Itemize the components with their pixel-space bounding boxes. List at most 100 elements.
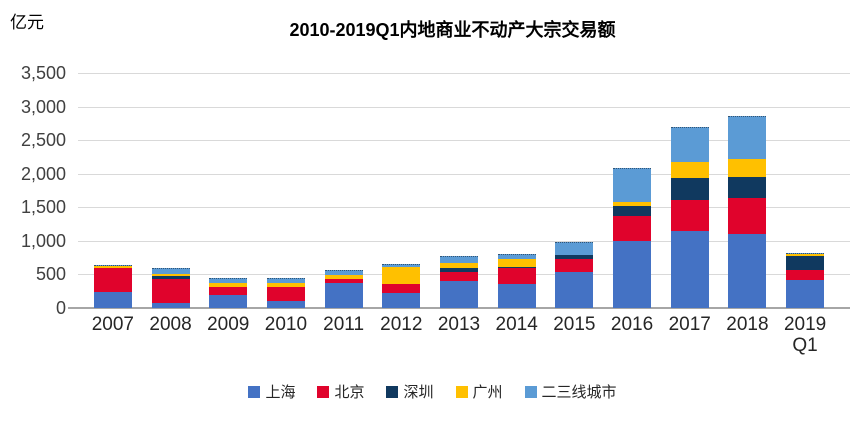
bar-segment-shenzhen xyxy=(151,276,190,279)
bar-segment-guangzhou xyxy=(151,274,190,277)
bar-group-2014 xyxy=(488,73,546,308)
bar-segment-tier-2-3-cities xyxy=(728,116,767,160)
x-axis-tick-labels: 2007 2008 2009 2010 2011 2012 2013 2014 2015 2016… xyxy=(84,314,834,357)
legend-swatch-shenzhen xyxy=(386,385,399,398)
bar-segment-shenzhen xyxy=(786,255,825,271)
bar-segment-tier-2-3-cities xyxy=(209,277,248,283)
legend-swatch-beijing xyxy=(317,385,330,398)
bar-segment-guangzhou xyxy=(728,159,767,177)
chart-title: 2010-2019Q1内地商业不动产大宗交易额 xyxy=(289,20,616,40)
legend-item-shanghai: 上海 xyxy=(248,381,295,402)
legend-item-guangzhou: 广州 xyxy=(455,381,503,402)
gridline xyxy=(78,173,850,175)
legend-item-tier-2-3-cities: 二三线城市 xyxy=(524,381,617,402)
bar-segment-beijing xyxy=(439,272,478,282)
bar-segment-shanghai xyxy=(209,295,248,308)
bar-segment-guangzhou xyxy=(497,259,536,267)
bar-group-2011 xyxy=(315,73,373,308)
y-axis-unit-label: 亿元 xyxy=(10,13,44,32)
bar-group-2009 xyxy=(199,73,257,308)
bar-group-2019Q1 xyxy=(776,73,834,308)
x-tick-label: 2019 Q1 xyxy=(783,314,827,357)
bar-segment-guangzhou xyxy=(613,201,652,206)
bar-segment-shanghai xyxy=(324,282,363,308)
legend-swatch-shanghai xyxy=(248,385,261,398)
bar-segment-guangzhou xyxy=(324,275,363,279)
bar-segment-tier-2-3-cities xyxy=(93,265,132,267)
gridline xyxy=(78,73,850,74)
bar-segment-beijing xyxy=(670,199,709,231)
legend-label-tier-2-3-cities: 二三线城市 xyxy=(541,384,617,401)
y-tick-label: 2,000 xyxy=(20,163,66,184)
bar-segment-guangzhou xyxy=(93,266,132,268)
bar-segment-shenzhen xyxy=(670,178,709,200)
bar-segment-beijing xyxy=(555,259,594,273)
bar-segment-beijing xyxy=(786,270,825,280)
legend-label-guangzhou: 广州 xyxy=(472,384,503,401)
x-tick-label: 2013 xyxy=(437,314,481,335)
bar-segment-shenzhen xyxy=(497,266,536,269)
bar-segment-shenzhen xyxy=(439,268,478,273)
x-tick-label: 2012 xyxy=(380,314,423,335)
bar-segment-guangzhou xyxy=(786,254,825,256)
bar-segment-shenzhen xyxy=(613,205,652,217)
bar-segment-guangzhou xyxy=(670,162,709,179)
bar-segment-beijing xyxy=(151,278,190,303)
x-tick-label: 2018 xyxy=(726,314,769,335)
bar-segment-tier-2-3-cities xyxy=(613,167,652,202)
bar-segment-shanghai xyxy=(786,279,825,308)
bar-segment-shanghai xyxy=(670,230,709,308)
bar-segment-guangzhou xyxy=(209,282,248,288)
x-tick-label: 2008 xyxy=(149,314,192,335)
x-axis-line xyxy=(68,307,850,309)
stacked-bar xyxy=(93,265,132,308)
bar-segment-beijing xyxy=(382,283,421,294)
bar-segment-shanghai xyxy=(151,302,190,308)
bar-segment-tier-2-3-cities xyxy=(497,254,536,260)
bar-segment-shenzhen xyxy=(555,254,594,260)
bar-group-2013 xyxy=(430,73,488,308)
stacked-bar xyxy=(324,270,363,308)
bar-segment-beijing xyxy=(93,267,132,293)
bar-segment-guangzhou xyxy=(266,282,305,288)
gridline xyxy=(78,240,850,242)
y-tick-label: 0 xyxy=(55,298,66,318)
y-tick-label: 3,500 xyxy=(20,63,66,83)
y-tick-label: 1,000 xyxy=(20,230,66,251)
legend-swatch-tier-2-3-cities xyxy=(524,385,537,398)
bar-segment-tier-2-3-cities xyxy=(439,256,478,264)
bar-segment-beijing xyxy=(266,287,305,301)
bar-segment-beijing xyxy=(728,197,767,235)
y-tick-label: 1,500 xyxy=(20,197,66,218)
bar-segment-shanghai xyxy=(728,234,767,308)
bar-segment-tier-2-3-cities xyxy=(786,253,825,255)
legend-label-shenzhen: 深圳 xyxy=(403,384,434,401)
stacked-bar xyxy=(670,126,709,308)
stacked-bar xyxy=(786,253,825,308)
bar-segment-tier-2-3-cities xyxy=(555,241,594,255)
bar-segment-beijing xyxy=(324,278,363,283)
legend-label-shanghai: 上海 xyxy=(265,384,296,401)
stacked-bar xyxy=(497,254,536,308)
stacked-bar xyxy=(439,256,478,308)
bar-segment-tier-2-3-cities xyxy=(266,277,305,283)
x-tick-label: 2011 xyxy=(323,314,365,335)
bar-segment-shanghai xyxy=(613,240,652,308)
legend-swatch-guangzhou xyxy=(455,385,468,398)
x-tick-label: 2016 xyxy=(610,314,654,335)
bar-group-2008 xyxy=(142,73,200,308)
bar-group-2017 xyxy=(661,73,719,308)
stacked-bar xyxy=(266,277,305,308)
stacked-bar xyxy=(382,264,421,308)
x-tick-label: 2014 xyxy=(495,314,538,335)
y-tick-label: 2,500 xyxy=(20,130,66,151)
bar-segment-shanghai xyxy=(555,272,594,308)
stacked-bar xyxy=(613,167,652,308)
x-tick-label: 2010 xyxy=(264,314,308,335)
legend-label-beijing: 北京 xyxy=(334,384,365,401)
bar-segment-shanghai xyxy=(382,293,421,308)
legend-item-beijing: 北京 xyxy=(317,381,364,402)
bar-segment-beijing xyxy=(613,216,652,241)
gridline xyxy=(78,207,850,209)
bar-segment-tier-2-3-cities xyxy=(324,270,363,276)
